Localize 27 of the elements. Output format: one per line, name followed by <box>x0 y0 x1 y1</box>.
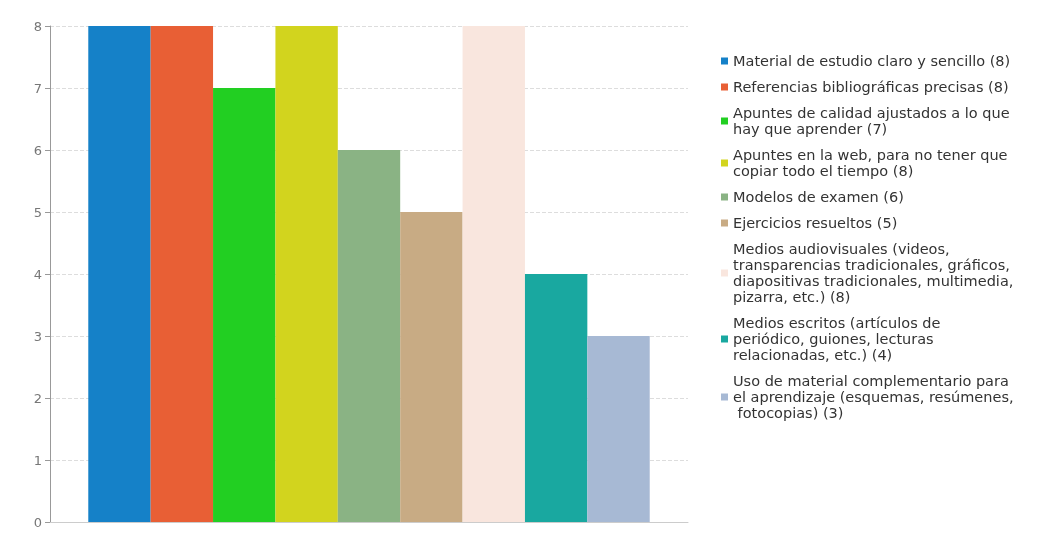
y-tick-label: 8 <box>33 18 42 34</box>
y-tick-label: 1 <box>33 452 42 468</box>
bar <box>462 26 525 522</box>
legend-label: Medios escritos (artículos de periódico, guiones, lecturas relacionadas, etc.) (4) <box>733 315 946 363</box>
bar <box>150 26 214 522</box>
legend-label: Medios audiovisuales (videos, transparencias tradicionales, gráficos, diapositivas tradicionales, multimedia, pizarra, etc.) (8) <box>733 241 1018 305</box>
bar <box>275 26 338 522</box>
legend-label: Uso de material complementario para el aprendizaje (esquemas, resúmenes, fotocopias) (3) <box>733 373 1014 421</box>
y-tick-label: 7 <box>33 80 42 96</box>
bar <box>213 88 276 522</box>
legend-label: Modelos de examen (6) <box>733 189 904 205</box>
y-tick-label: 3 <box>33 328 42 344</box>
y-tick-label: 4 <box>33 266 42 282</box>
legend-label: Apuntes en la web, para no tener que copiar todo el tiempo (8) <box>733 147 1013 179</box>
bar <box>337 150 401 522</box>
y-tick-label: 6 <box>33 142 42 158</box>
y-tick-label: 0 <box>33 514 42 530</box>
y-tick-label: 2 <box>33 390 42 406</box>
bar <box>587 336 650 522</box>
bar <box>400 212 463 522</box>
bar <box>524 274 588 522</box>
legend-label: Apuntes de calidad ajustados a lo que hay que aprender (7) <box>733 105 1015 137</box>
y-tick-label: 5 <box>33 204 42 220</box>
bar <box>88 26 151 522</box>
legend-label: Material de estudio claro y sencillo (8) <box>733 53 1011 69</box>
legend-label: Referencias bibliográficas precisas (8) <box>733 79 1009 95</box>
legend-label: Ejercicios resueltos (5) <box>733 215 898 231</box>
